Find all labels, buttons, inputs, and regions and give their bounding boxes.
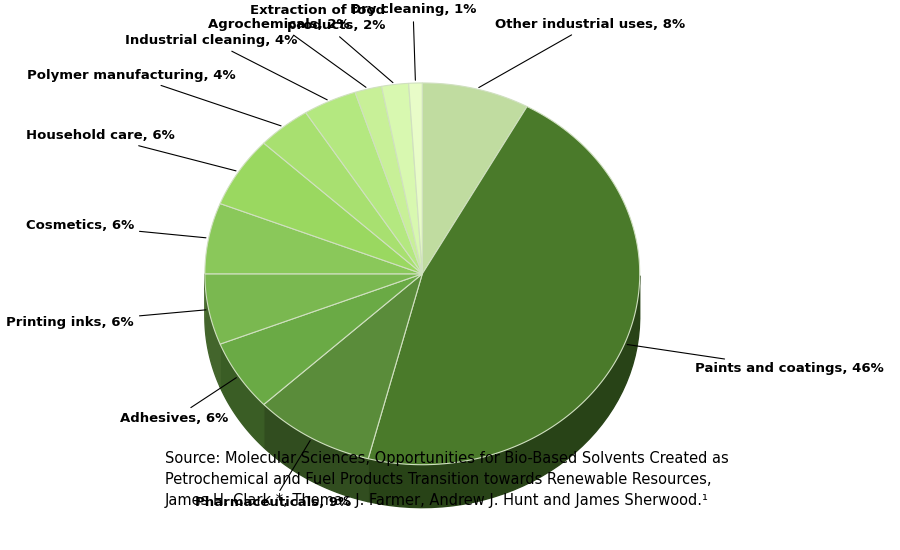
Text: Agrochemicals, 2%: Agrochemicals, 2% [208,18,366,87]
Text: Source: Molecular Sciences, Opportunities for Bio-Based Solvents Created as
Petr: Source: Molecular Sciences, Opportunitie… [165,452,728,508]
Text: Polymer manufacturing, 4%: Polymer manufacturing, 4% [27,69,281,126]
Text: Dry cleaning, 1%: Dry cleaning, 1% [350,3,476,80]
Polygon shape [205,204,422,274]
Polygon shape [368,276,640,508]
Polygon shape [264,404,368,502]
Text: Pharmaceuticals, 9%: Pharmaceuticals, 9% [194,441,351,509]
Polygon shape [368,107,640,465]
Text: Printing inks, 6%: Printing inks, 6% [6,310,206,328]
Polygon shape [306,92,422,274]
Text: Extraction of food
products, 2%: Extraction of food products, 2% [250,4,393,82]
Text: Other industrial uses, 8%: Other industrial uses, 8% [479,18,686,87]
Polygon shape [356,86,422,274]
Polygon shape [382,84,422,274]
Polygon shape [220,143,422,274]
Polygon shape [409,83,422,274]
Text: Industrial cleaning, 4%: Industrial cleaning, 4% [125,34,328,100]
Polygon shape [205,274,422,344]
Text: Adhesives, 6%: Adhesives, 6% [121,378,237,425]
Polygon shape [220,274,422,404]
Polygon shape [205,274,220,387]
Text: Cosmetics, 6%: Cosmetics, 6% [26,219,206,238]
Polygon shape [220,344,264,448]
Text: Paints and coatings, 46%: Paints and coatings, 46% [627,344,884,375]
Text: Household care, 6%: Household care, 6% [26,129,236,171]
Polygon shape [264,274,422,459]
Polygon shape [422,83,527,274]
Polygon shape [264,113,422,274]
